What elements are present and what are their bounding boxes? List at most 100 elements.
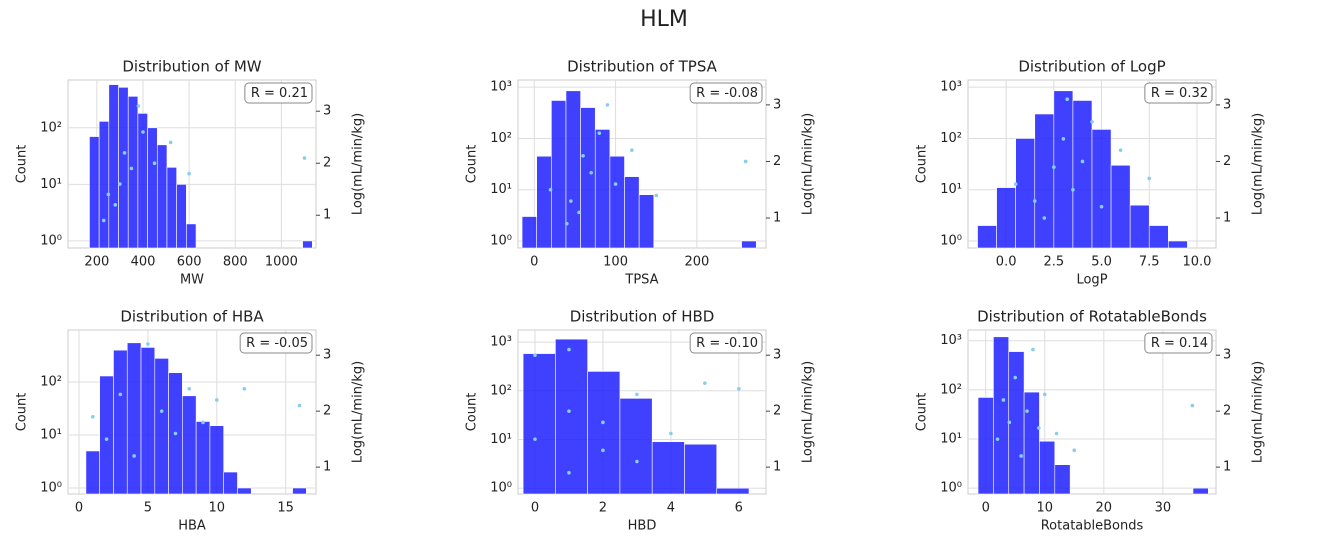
y-tick-label: 10³ [490,80,512,95]
scatter-point [630,148,634,152]
x-tick-label: 7.5 [1139,255,1160,270]
histogram-bar [1053,90,1074,249]
annotation: R = 0.32 [1151,86,1208,101]
y2-tick-label: 2 [773,404,781,419]
annotation-box [1144,332,1213,354]
y2-axis-label: Log(mL/min/kg) [801,361,816,463]
x-tick-label: 10.0 [1182,255,1211,270]
histogram-bar [127,96,139,249]
scatter-point [1080,159,1085,164]
scatter-point [581,153,585,158]
scatter-point [106,192,111,197]
y2-tick-label: 3 [323,104,331,119]
y-axis-label: Count [465,145,480,184]
annotation: R = -0.08 [696,86,758,101]
histogram-bar [1192,487,1209,495]
scatter-point [302,156,307,160]
scatter-point [1054,431,1059,436]
scatter-point [613,182,618,186]
histogram-bar [651,441,685,495]
y-axis-label: Count [15,393,30,432]
scatter-point [1061,137,1066,141]
histogram-bar [551,100,567,249]
scatter-point [129,166,134,171]
histogram-bar [1023,391,1040,495]
x-axis-label: MW [180,273,204,288]
histogram-bar [521,216,538,249]
y2-axis-label: Log(mL/min/kg) [1251,113,1266,215]
scatter-point [173,431,178,436]
histogram-bar [1091,129,1112,249]
histogram-bar [580,107,596,249]
scatter-point [187,386,192,391]
scatter-point [1118,148,1123,152]
panel-title: Distribution of TPSA [567,58,718,76]
scatter-point [122,151,127,155]
scatter-point [136,104,141,108]
y-tick-label: 10³ [940,80,962,95]
y-tick-label: 10² [40,120,62,135]
x-tick-label: 15 [277,501,294,516]
panel-title: Distribution of HBA [120,308,264,326]
scatter-point [567,470,571,475]
y2-tick-label: 1 [1223,460,1231,475]
scatter-point [201,420,205,425]
x-tick-label: 10 [209,501,226,516]
histogram-bar [587,371,621,495]
histogram-bar [1110,164,1131,249]
histogram-bar [977,397,994,495]
y-axis-label: Count [915,393,930,432]
scatter-point [132,454,136,458]
x-tick-label: 2 [599,501,607,516]
panel-title: Distribution of RotatableBonds [977,308,1207,326]
panel-title: Distribution of MW [122,58,261,76]
y-tick-label: 10² [940,382,962,397]
histogram-bar [154,358,169,495]
figure-title: HLM [640,7,688,32]
y-tick-label: 10¹ [40,428,62,443]
histogram-bar [113,349,128,495]
scatter-point [91,414,95,419]
histogram-bar [156,144,168,249]
scatter-point [548,187,553,192]
x-tick-label: 0 [982,501,990,516]
y2-tick-label: 3 [323,348,331,363]
scatter-point [564,221,569,226]
y-tick-label: 10² [40,375,62,390]
scatter-point [1032,199,1037,203]
scatter-point [569,199,573,203]
histogram-bar [195,421,211,495]
x-tick-label: 100 [603,255,628,270]
y-axis-label: Count [465,393,480,432]
scatter-point [297,403,302,408]
histogram-bar [684,443,718,495]
y2-tick-label: 2 [1223,404,1231,419]
scatter-point [654,193,659,198]
histogram-bar [302,240,313,249]
scatter-point [533,437,537,441]
x-tick-label: 4 [667,501,675,516]
histogram-bar [292,487,307,495]
scatter-point [113,203,118,207]
x-tick-label: 10 [1036,501,1053,516]
scatter-point [577,210,581,215]
x-tick-label: 6 [735,501,743,516]
scatter-point [1065,97,1069,102]
annotation-box [1144,82,1213,104]
y-tick-label: 10⁰ [940,233,962,248]
scatter-point [1071,187,1075,192]
histogram-bar [1039,440,1056,495]
scatter-point [1007,420,1012,425]
annotation: R = -0.05 [246,336,308,351]
scatter-point [1019,454,1023,458]
histogram-bar [522,353,556,495]
scatter-point [215,398,219,402]
histogram-bar [1054,464,1071,495]
histogram-bar [624,176,640,249]
y2-axis-label: Log(mL/min/kg) [801,113,816,215]
y-tick-label: 10⁰ [490,481,512,496]
x-tick-label: 0 [531,501,539,516]
annotation: R = -0.10 [696,336,758,351]
x-tick-label: 200 [84,255,109,270]
